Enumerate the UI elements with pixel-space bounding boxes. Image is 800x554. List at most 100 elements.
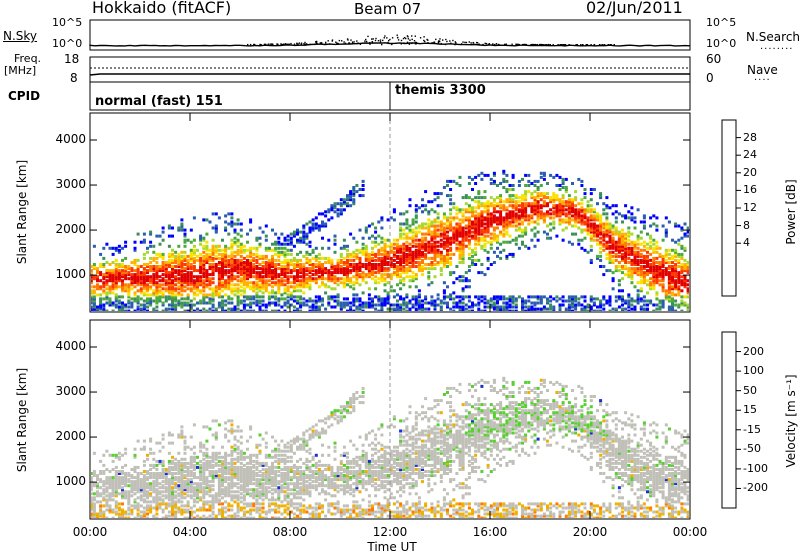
velocity-cell — [167, 470, 171, 473]
power-cell — [280, 267, 284, 271]
power-cell — [417, 293, 421, 297]
power-cell — [274, 248, 278, 252]
power-cell — [402, 228, 406, 232]
power-cell — [536, 204, 540, 208]
power-cell — [455, 295, 459, 299]
power-cell — [661, 271, 665, 275]
velocity-cell — [202, 490, 206, 494]
velocity-cell — [152, 463, 156, 467]
power-cell — [267, 263, 271, 266]
power-cell — [233, 283, 237, 287]
power-cell — [342, 261, 346, 264]
power-cell — [436, 303, 440, 307]
power-cell — [317, 263, 321, 266]
power-cell — [371, 305, 374, 309]
power-cell — [521, 234, 524, 238]
power-cell — [633, 267, 637, 271]
power-cell — [221, 277, 224, 281]
power-cell — [283, 275, 287, 279]
power-cell — [408, 285, 412, 289]
power-cell — [105, 283, 109, 287]
power-cell — [471, 248, 474, 252]
power-cell — [339, 267, 343, 271]
power-cell — [592, 303, 596, 307]
power-cell — [574, 299, 578, 303]
power-cell — [267, 271, 271, 275]
velocity-cell — [130, 486, 134, 490]
power-cell — [292, 275, 296, 279]
power-cell — [458, 234, 462, 238]
power-cell — [505, 208, 509, 212]
power-cell — [180, 258, 184, 262]
power-cell — [361, 309, 365, 311]
power-cell — [311, 265, 315, 268]
velocity-cell — [146, 476, 149, 480]
power-cell — [683, 275, 687, 279]
power-cell — [461, 220, 465, 224]
power-cell — [339, 252, 343, 256]
power-cell — [633, 240, 637, 244]
power-cell — [171, 254, 174, 258]
velocity-cell — [133, 470, 137, 473]
power-cell — [549, 236, 553, 240]
power-cell — [242, 269, 246, 273]
power-cell — [114, 293, 118, 297]
power-cell — [471, 309, 474, 311]
power-cell — [596, 254, 599, 258]
power-cell — [202, 238, 206, 242]
power-cell — [292, 295, 296, 299]
power-cell — [580, 303, 584, 307]
power-cell — [661, 283, 665, 287]
power-cell — [589, 230, 593, 234]
power-cell — [680, 279, 684, 283]
power-cell — [267, 297, 271, 301]
power-cell — [414, 256, 418, 260]
power-cell — [102, 283, 106, 287]
power-cell — [364, 305, 368, 309]
power-cell — [421, 250, 424, 254]
power-cell — [364, 226, 368, 230]
power-cell — [436, 293, 440, 297]
power-cell — [171, 291, 174, 295]
velocity-cell — [199, 472, 203, 475]
power-cell — [477, 218, 481, 222]
power-cell — [627, 275, 631, 279]
power-cell — [630, 271, 634, 275]
power-cell — [621, 256, 624, 260]
power-cell — [646, 265, 649, 268]
power-cell — [452, 218, 456, 222]
power-cell — [274, 269, 278, 273]
power-cell — [321, 267, 324, 271]
power-cell — [111, 281, 115, 285]
power-cell — [561, 194, 565, 198]
velocity-cell — [91, 482, 93, 486]
power-cell — [161, 263, 165, 266]
power-cell — [255, 265, 259, 268]
velocity-cell — [167, 478, 171, 482]
power-cell — [358, 269, 362, 273]
power-cell — [680, 269, 684, 273]
power-cell — [508, 222, 512, 226]
power-cell — [217, 269, 221, 273]
power-cell — [477, 200, 481, 204]
power-cell — [505, 190, 509, 194]
power-cell — [171, 248, 174, 252]
power-cell — [367, 254, 371, 258]
power-cell — [211, 246, 215, 250]
power-cell — [480, 177, 484, 181]
power-cell — [130, 305, 134, 309]
power-cell — [336, 293, 340, 297]
power-cell — [474, 206, 478, 210]
power-cell — [674, 275, 678, 279]
velocity-cell — [189, 506, 193, 510]
power-cell — [211, 269, 215, 273]
power-cell — [674, 222, 678, 226]
power-cell — [564, 188, 568, 191]
power-cell — [639, 281, 643, 285]
velocity-cell — [114, 455, 118, 459]
power-cell — [533, 208, 537, 212]
power-cell — [642, 226, 646, 230]
power-cell — [636, 208, 640, 212]
power-cell — [667, 277, 671, 281]
power-cell — [305, 242, 309, 246]
